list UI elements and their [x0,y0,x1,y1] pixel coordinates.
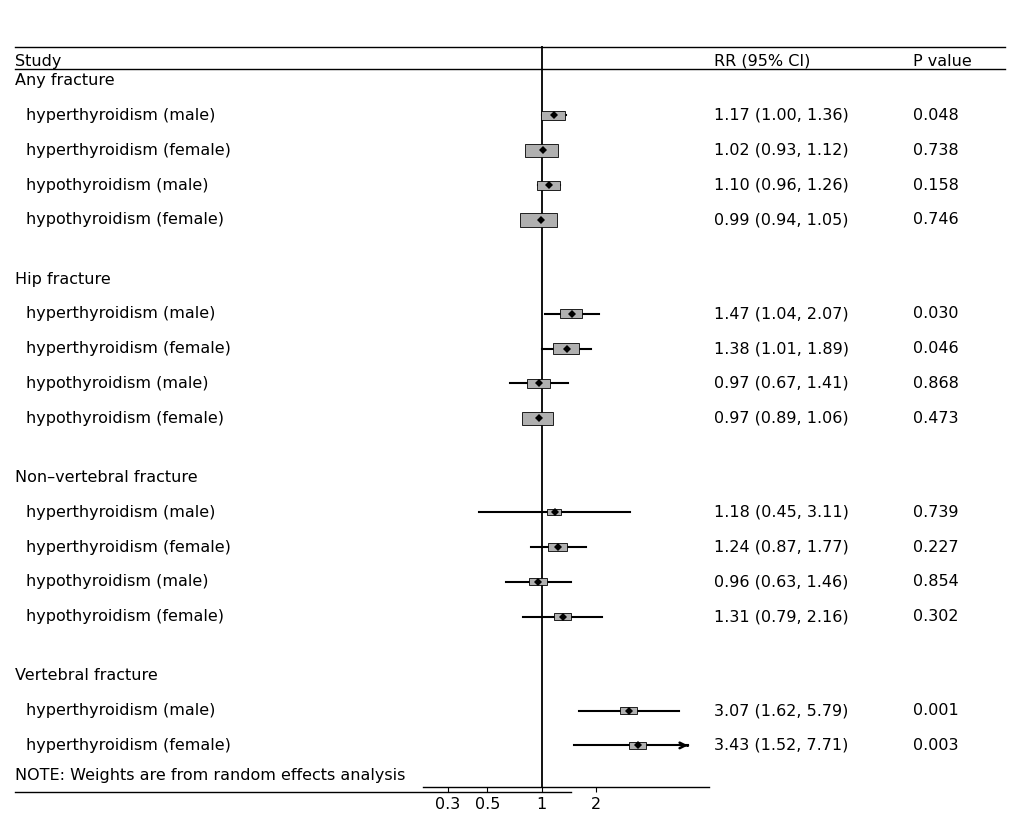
Text: 1.02 (0.93, 1.12): 1.02 (0.93, 1.12) [713,142,848,157]
FancyBboxPatch shape [548,543,567,551]
Text: RR (95% CI): RR (95% CI) [713,54,809,69]
Text: Vertebral fracture: Vertebral fracture [15,668,158,683]
Text: 0.738: 0.738 [912,142,958,157]
Text: hypothyroidism (male): hypothyroidism (male) [25,177,208,192]
FancyBboxPatch shape [620,707,637,714]
Text: hyperthyroidism (female): hyperthyroidism (female) [25,738,230,753]
Text: hyperthyroidism (male): hyperthyroidism (male) [25,505,215,520]
FancyBboxPatch shape [547,510,560,515]
Text: 0.302: 0.302 [912,609,958,624]
Text: P value: P value [912,54,971,69]
Text: 0.746: 0.746 [912,212,958,227]
FancyBboxPatch shape [522,412,553,425]
FancyBboxPatch shape [629,742,645,749]
Text: 0.99 (0.94, 1.05): 0.99 (0.94, 1.05) [713,212,848,227]
Text: Hip fracture: Hip fracture [15,272,111,287]
Text: 1.24 (0.87, 1.77): 1.24 (0.87, 1.77) [713,540,848,555]
Text: hypothyroidism (female): hypothyroidism (female) [25,609,223,624]
Text: 0.030: 0.030 [912,307,958,322]
FancyBboxPatch shape [552,343,578,354]
Text: 0.227: 0.227 [912,540,958,555]
Text: Non–vertebral fracture: Non–vertebral fracture [15,470,198,485]
Text: 1.17 (1.00, 1.36): 1.17 (1.00, 1.36) [713,108,848,123]
Text: 0.048: 0.048 [912,108,958,123]
FancyBboxPatch shape [529,578,546,586]
FancyBboxPatch shape [553,613,571,620]
Text: 1.31 (0.79, 2.16): 1.31 (0.79, 2.16) [713,609,848,624]
FancyBboxPatch shape [559,309,582,318]
Text: 0.854: 0.854 [912,574,958,589]
FancyBboxPatch shape [525,143,557,157]
Text: 0.97 (0.89, 1.06): 0.97 (0.89, 1.06) [713,411,848,426]
Text: Study: Study [15,54,61,69]
Text: hyperthyroidism (female): hyperthyroidism (female) [25,342,230,357]
Text: hyperthyroidism (male): hyperthyroidism (male) [25,108,215,123]
Text: hypothyroidism (male): hypothyroidism (male) [25,376,208,391]
Text: 0.046: 0.046 [912,342,958,357]
Text: 0.96 (0.63, 1.46): 0.96 (0.63, 1.46) [713,574,848,589]
Text: Any fracture: Any fracture [15,73,115,88]
Text: NOTE: Weights are from random effects analysis: NOTE: Weights are from random effects an… [15,767,406,782]
Text: 1.38 (1.01, 1.89): 1.38 (1.01, 1.89) [713,342,848,357]
Text: hypothyroidism (female): hypothyroidism (female) [25,212,223,227]
Text: hyperthyroidism (male): hyperthyroidism (male) [25,703,215,718]
Text: hypothyroidism (male): hypothyroidism (male) [25,574,208,589]
Text: 1.18 (0.45, 3.11): 1.18 (0.45, 3.11) [713,505,848,520]
Text: hypothyroidism (female): hypothyroidism (female) [25,411,223,426]
Text: 0.739: 0.739 [912,505,958,520]
FancyBboxPatch shape [520,212,556,227]
Text: 1.10 (0.96, 1.26): 1.10 (0.96, 1.26) [713,177,848,192]
Text: hyperthyroidism (female): hyperthyroidism (female) [25,540,230,555]
FancyBboxPatch shape [536,181,559,190]
Text: hyperthyroidism (male): hyperthyroidism (male) [25,307,215,322]
Text: 0.003: 0.003 [912,738,958,753]
Text: 1.47 (1.04, 2.07): 1.47 (1.04, 2.07) [713,307,848,322]
Text: 0.001: 0.001 [912,703,958,718]
Text: 3.07 (1.62, 5.79): 3.07 (1.62, 5.79) [713,703,848,718]
Text: 0.473: 0.473 [912,411,958,426]
Text: hyperthyroidism (female): hyperthyroidism (female) [25,142,230,157]
FancyBboxPatch shape [527,379,549,388]
FancyBboxPatch shape [540,111,565,120]
Text: 0.868: 0.868 [912,376,958,391]
Text: 0.97 (0.67, 1.41): 0.97 (0.67, 1.41) [713,376,848,391]
Text: 3.43 (1.52, 7.71): 3.43 (1.52, 7.71) [713,738,848,753]
Text: 0.158: 0.158 [912,177,958,192]
